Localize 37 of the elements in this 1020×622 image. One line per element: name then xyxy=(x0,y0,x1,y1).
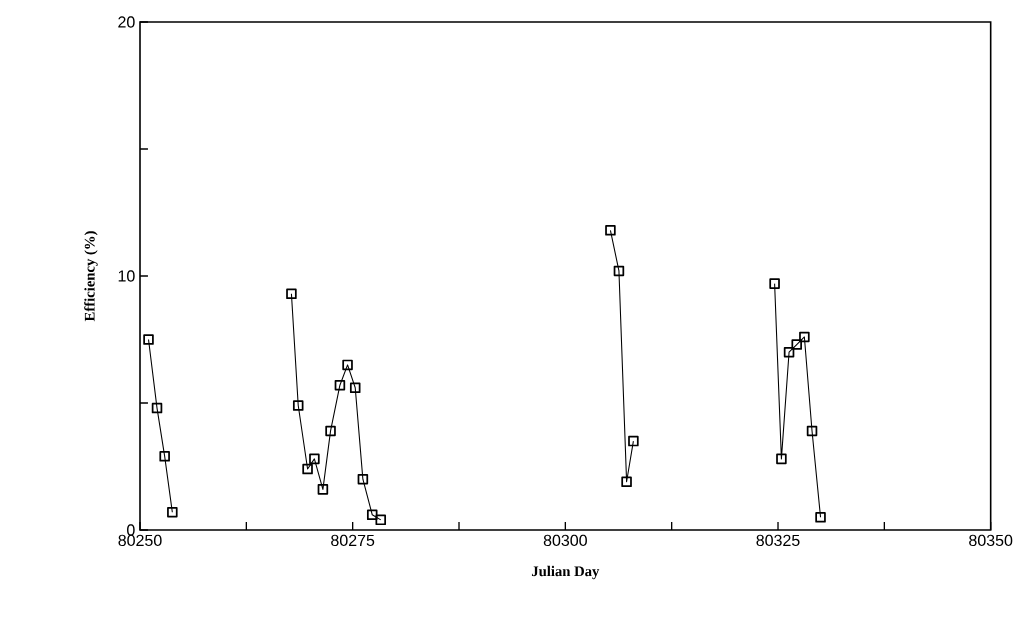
point xyxy=(317,484,329,495)
point xyxy=(349,382,361,394)
x-tick-label: 80350 xyxy=(969,534,1013,547)
point xyxy=(325,425,336,437)
y-axis-title: Efficiency (%) xyxy=(84,231,98,322)
point xyxy=(143,334,154,345)
point xyxy=(366,509,378,521)
point xyxy=(342,359,353,371)
y-tick-label: 0 xyxy=(127,524,135,536)
point xyxy=(776,453,787,465)
point xyxy=(309,453,320,465)
point xyxy=(791,339,802,350)
point xyxy=(621,476,632,488)
point xyxy=(159,451,170,462)
x-tick-label: 80275 xyxy=(331,534,375,547)
point xyxy=(769,278,780,289)
point xyxy=(613,265,625,277)
point xyxy=(375,514,387,526)
point xyxy=(783,346,795,358)
x-tick-label: 80325 xyxy=(756,534,800,547)
x-axis-title: Julian Day xyxy=(531,565,600,580)
point xyxy=(806,425,818,437)
x-tick-label: 80250 xyxy=(118,534,162,547)
y-tick-label: 20 xyxy=(118,16,135,28)
point xyxy=(628,435,639,447)
point xyxy=(334,379,346,391)
point xyxy=(292,400,304,411)
point xyxy=(815,512,826,523)
point xyxy=(605,225,616,236)
point xyxy=(167,506,178,518)
y-tick-label: 10 xyxy=(118,270,135,282)
point xyxy=(357,473,369,485)
point xyxy=(302,463,313,475)
x-tick-label: 80300 xyxy=(543,534,587,547)
point xyxy=(286,288,297,300)
point xyxy=(799,331,810,343)
point xyxy=(151,402,163,414)
